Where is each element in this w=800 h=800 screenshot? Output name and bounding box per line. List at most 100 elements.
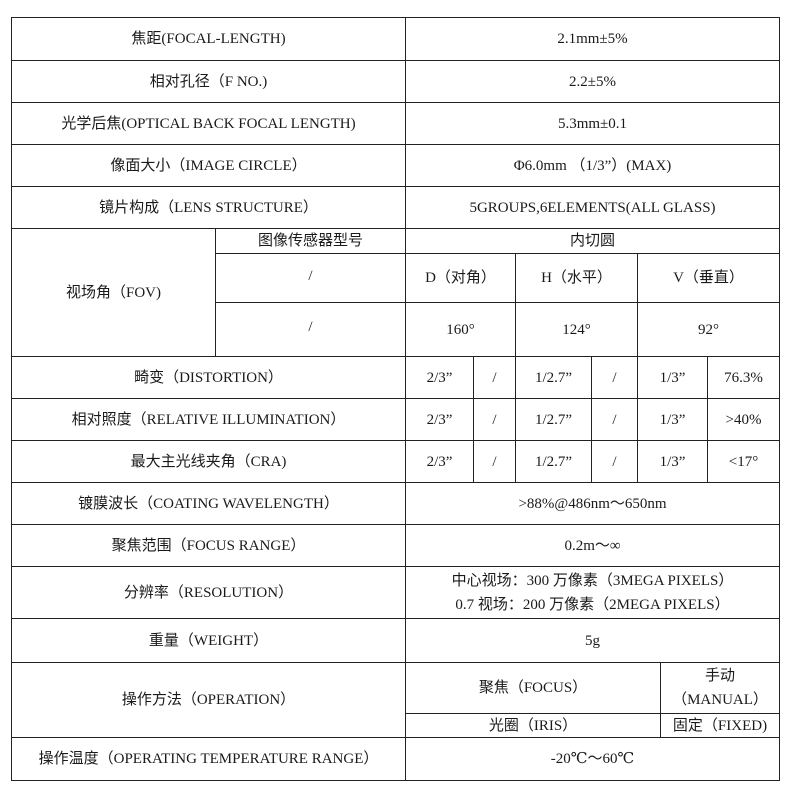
fov-sensor-cell: /: [215, 253, 406, 303]
slash-text: /: [308, 319, 313, 335]
circle-header: 内切圆: [405, 228, 780, 254]
label-text: 光圈（IRIS）: [488, 717, 578, 734]
sensor-row-cell: 1/3”: [637, 440, 708, 483]
slash-text: /: [308, 268, 313, 284]
fov-sensor-cell: /: [215, 302, 406, 357]
label-text: 镀膜波长（COATING WAVELENGTH）: [78, 495, 339, 512]
cell-text: 畸变（DISTORTION）: [134, 369, 283, 386]
value-text: Φ6.0mm （1/3”）(MAX): [513, 157, 672, 174]
cell-text: 最大主光线夹角（CRA): [130, 453, 287, 470]
row-label: 镜片构成（LENS STRUCTURE）: [11, 186, 406, 229]
sensor-header: 图像传感器型号: [215, 228, 406, 254]
label-text: 聚焦（FOCUS）: [478, 680, 588, 696]
label-text: 操作方法（OPERATION）: [121, 692, 296, 708]
sensor-row-label: 畸变（DISTORTION）: [11, 356, 406, 399]
cell-text: 1/2.7”: [534, 369, 573, 386]
cell-text: 1/3”: [659, 369, 686, 386]
resolution-line: 0.7 视场：200 万像素（2MEGA PIXELS）: [455, 596, 730, 613]
cell-text: /: [612, 453, 617, 470]
fov-d-header: D（对角）: [405, 253, 516, 303]
sensor-row-cell: 1/2.7”: [515, 356, 592, 399]
row-label: 相对孔径（F NO.): [11, 60, 406, 103]
sensor-row-cell: 1/2.7”: [515, 440, 592, 483]
v-label: V（垂直）: [673, 270, 744, 286]
cell-text: 1/3”: [659, 453, 686, 470]
sensor-row-cell: /: [591, 398, 638, 441]
row-label: 像面大小（IMAGE CIRCLE）: [11, 144, 406, 187]
cell-text: 1/3”: [659, 411, 686, 428]
sensor-row-cell: /: [591, 356, 638, 399]
row-value: 2.2±5%: [405, 60, 780, 103]
d-label: D（对角）: [425, 270, 496, 286]
weight-label: 重量（WEIGHT）: [11, 618, 406, 663]
sensor-row-cell: /: [591, 440, 638, 483]
fov-d-value: 160°: [405, 302, 516, 357]
focus-range-label: 聚焦范围（FOCUS RANGE）: [11, 524, 406, 567]
cell-text: /: [492, 453, 497, 470]
value-text: 0.2m～∞: [564, 537, 621, 554]
sensor-row-cell: /: [473, 398, 516, 441]
d-value: 160°: [446, 321, 475, 338]
label-text: 镜片构成（LENS STRUCTURE）: [99, 199, 318, 216]
resolution-line: 中心视场：300 万像素（3MEGA PIXELS）: [451, 572, 734, 589]
cell-text: /: [612, 369, 617, 386]
value-text: 5GROUPS,6ELEMENTS(ALL GLASS): [469, 199, 716, 216]
row-label: 光学后焦(OPTICAL BACK FOCAL LENGTH): [11, 102, 406, 145]
row-label: 焦距(FOCAL-LENGTH): [11, 17, 406, 61]
cell-text: >40%: [725, 411, 762, 428]
row-value: Φ6.0mm （1/3”）(MAX): [405, 144, 780, 187]
sensor-row-cell: 2/3”: [405, 440, 474, 483]
fov-label: 视场角（FOV): [11, 228, 216, 357]
cell-text: /: [492, 369, 497, 386]
sensor-row-cell: 1/3”: [637, 356, 708, 399]
value-text: 2.1mm±5%: [557, 31, 628, 47]
operation-iris-value: 固定（FIXED): [660, 713, 780, 738]
value-text: 固定（FIXED): [672, 717, 768, 734]
sensor-row-cell: /: [473, 440, 516, 483]
temperature-value: -20℃～60℃: [405, 737, 780, 781]
fov-v-value: 92°: [637, 302, 780, 357]
weight-value: 5g: [405, 618, 780, 663]
value-text: 手动: [704, 668, 735, 684]
focus-range-value: 0.2m～∞: [405, 524, 780, 567]
cell-text: /: [492, 411, 497, 428]
sensor-row-label: 最大主光线夹角（CRA): [11, 440, 406, 483]
label-text: 视场角（FOV): [65, 284, 161, 301]
resolution-label: 分辨率（RESOLUTION）: [11, 566, 406, 619]
label-text: 像面大小（IMAGE CIRCLE）: [110, 157, 307, 174]
operation-iris-label: 光圈（IRIS）: [405, 713, 661, 738]
cell-text: 2/3”: [426, 411, 453, 428]
value-text: 5g: [585, 632, 600, 649]
h-label: H（水平）: [541, 270, 612, 286]
operation-focus-value: 手动 （MANUAL）: [660, 662, 780, 714]
fov-h-header: H（水平）: [515, 253, 638, 303]
header-text: 图像传感器型号: [257, 233, 363, 249]
sensor-row-cell: 76.3%: [707, 356, 780, 399]
cell-text: 2/3”: [426, 369, 453, 386]
resolution-value: 中心视场：300 万像素（3MEGA PIXELS） 0.7 视场：200 万像素…: [405, 566, 780, 619]
label-text: 操作温度（OPERATING TEMPERATURE RANGE）: [38, 751, 379, 767]
value-text: 5.3mm±0.1: [557, 115, 628, 132]
coating-label: 镀膜波长（COATING WAVELENGTH）: [11, 482, 406, 525]
operation-focus-label: 聚焦（FOCUS）: [405, 662, 661, 714]
sensor-row-cell: 2/3”: [405, 356, 474, 399]
label-text: 分辨率（RESOLUTION）: [123, 584, 294, 601]
sensor-row-cell: 1/3”: [637, 398, 708, 441]
sensor-row-label: 相对照度（RELATIVE ILLUMINATION）: [11, 398, 406, 441]
sensor-row-cell: /: [473, 356, 516, 399]
fov-v-header: V（垂直）: [637, 253, 780, 303]
cell-text: 1/2.7”: [534, 411, 573, 428]
cell-text: 1/2.7”: [534, 453, 573, 470]
sensor-row-cell: 2/3”: [405, 398, 474, 441]
header-text: 内切圆: [569, 233, 615, 249]
row-value: 5GROUPS,6ELEMENTS(ALL GLASS): [405, 186, 780, 229]
value-text: （MANUAL）: [672, 692, 768, 708]
operation-label: 操作方法（OPERATION）: [11, 662, 406, 738]
cell-text: 2/3”: [426, 453, 453, 470]
value-text: >88%@486nm～650nm: [518, 495, 667, 512]
label-text: 焦距(FOCAL-LENGTH): [131, 31, 286, 47]
row-value: 2.1mm±5%: [405, 17, 780, 61]
cell-text: 76.3%: [724, 369, 763, 386]
sensor-row-cell: >40%: [707, 398, 780, 441]
